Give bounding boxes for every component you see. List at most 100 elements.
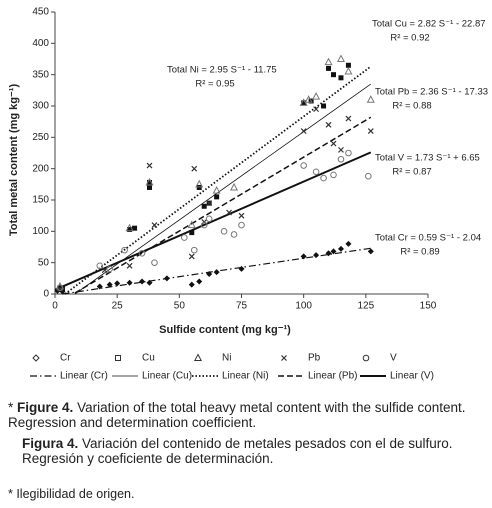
point	[230, 182, 239, 191]
point	[96, 262, 104, 270]
point	[163, 275, 170, 282]
point	[326, 65, 332, 71]
point	[146, 162, 153, 169]
caption-marker: *	[8, 400, 14, 415]
y-tick-label: 450	[32, 7, 49, 18]
point	[301, 100, 307, 106]
point	[345, 115, 352, 122]
point	[200, 221, 208, 229]
point	[106, 265, 114, 273]
point	[96, 283, 103, 290]
point	[188, 253, 195, 260]
equation: Total Cu = 2.82 S⁻¹ - 22.87	[372, 19, 486, 30]
point	[138, 249, 146, 257]
point	[330, 140, 337, 147]
point	[345, 240, 352, 247]
point	[146, 184, 152, 190]
x-tick-label: 0	[52, 301, 58, 312]
r-squared: R² = 0.88	[392, 101, 431, 112]
caption-text: Variation of the total heavy metal conte…	[8, 400, 466, 430]
point	[365, 172, 372, 180]
equation: Total V = 1.73 S⁻¹ + 6.65	[375, 153, 480, 164]
point	[367, 248, 374, 255]
point	[336, 54, 346, 62]
point	[146, 279, 153, 286]
point	[238, 265, 245, 272]
caption-es: Figura 4. Variación del contenido de met…	[22, 436, 488, 466]
y-tick-label: 0	[43, 289, 49, 300]
point	[321, 103, 327, 109]
point	[345, 149, 352, 157]
y-tick-label: 100	[32, 226, 49, 237]
point	[196, 184, 202, 190]
point	[238, 221, 245, 229]
point	[330, 171, 337, 179]
point	[337, 245, 344, 252]
point	[331, 72, 337, 78]
point	[121, 246, 128, 254]
equation: Total Ni = 2.95 S⁻¹ - 11.75	[167, 65, 277, 76]
point	[126, 279, 133, 286]
point	[338, 146, 344, 153]
point	[300, 162, 307, 169]
x-tick-label: 25	[112, 301, 124, 312]
legend-label: Ni	[222, 353, 231, 364]
caption-label: Figure 4.	[17, 400, 74, 415]
point	[300, 253, 307, 260]
legend-label: Pb	[308, 353, 321, 364]
y-tick-label: 350	[32, 69, 49, 80]
point	[146, 179, 152, 185]
legend-marker	[193, 353, 203, 361]
point	[344, 66, 353, 75]
point	[56, 284, 64, 292]
point	[126, 262, 133, 269]
legend-label: Linear (Cu)	[142, 371, 192, 382]
point	[325, 121, 332, 128]
point	[312, 92, 321, 100]
trend-line	[64, 65, 372, 295]
point	[189, 230, 195, 236]
y-tick-label: 150	[32, 195, 49, 206]
point	[213, 269, 220, 276]
r-squared: R² = 0.89	[400, 247, 439, 258]
equation: Total Pb = 2.36 S⁻¹ - 17.33	[375, 87, 488, 98]
legend-label: V	[390, 353, 397, 364]
point	[151, 222, 158, 228]
point	[125, 223, 134, 232]
point	[106, 281, 113, 288]
point	[312, 168, 320, 176]
point	[230, 231, 238, 238]
y-tick-label: 300	[32, 101, 49, 112]
x-tick-label: 100	[295, 301, 312, 312]
caption-label: Figura 4.	[22, 436, 79, 451]
point	[181, 234, 188, 241]
point	[188, 281, 195, 288]
point	[205, 215, 213, 223]
point	[325, 250, 332, 257]
y-tick-label: 50	[38, 257, 50, 268]
point	[145, 177, 154, 186]
point	[101, 267, 108, 274]
trend-line	[54, 151, 372, 291]
point	[191, 165, 198, 172]
footnote: * Ilegibilidad de origen.	[8, 487, 135, 501]
y-axis-label: Total metal content (mg kg⁻¹)	[8, 84, 20, 237]
caption-en: * Figure 4. Variation of the total heavy…	[8, 400, 488, 430]
legend-label: Linear (Pb)	[308, 371, 357, 382]
point	[324, 57, 333, 66]
point	[151, 259, 158, 266]
point	[206, 270, 213, 277]
point	[345, 62, 351, 68]
point	[214, 194, 220, 200]
point	[226, 209, 232, 216]
point	[367, 128, 374, 134]
point	[57, 286, 63, 292]
point	[320, 174, 327, 182]
legend-label: Linear (Ni)	[222, 371, 269, 382]
trend-line	[74, 116, 372, 294]
point	[366, 95, 375, 103]
caption-text: Variación del contenido de metales pesad…	[22, 436, 453, 466]
x-tick-label: 150	[420, 301, 437, 312]
legend-marker	[362, 354, 370, 362]
legend-label: Linear (V)	[390, 371, 434, 382]
